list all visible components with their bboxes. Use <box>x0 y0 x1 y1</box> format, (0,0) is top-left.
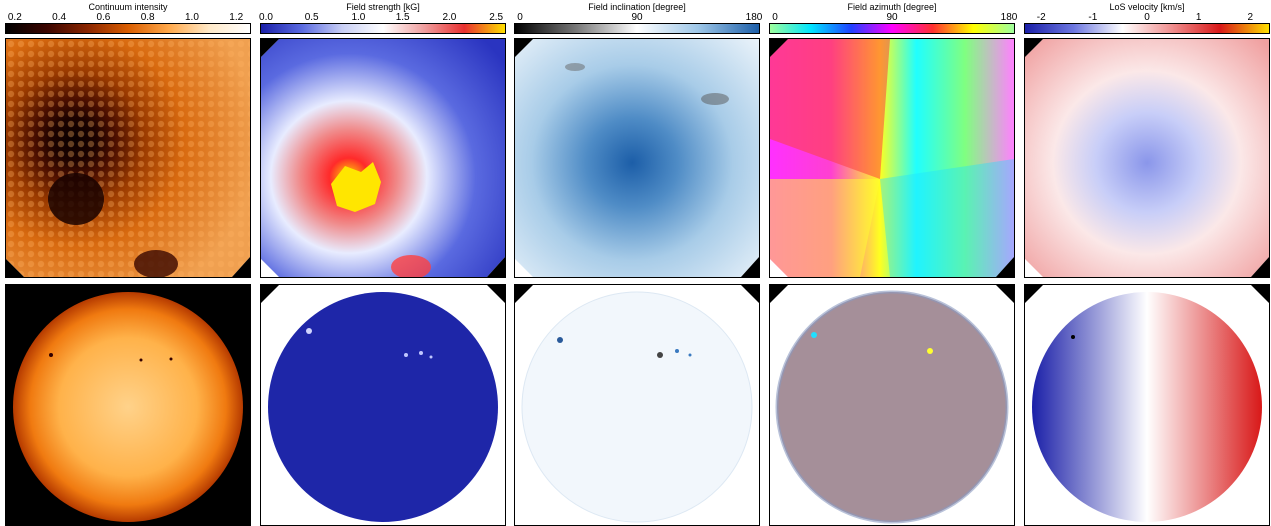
colorbar-tick-label: 0.8 <box>140 12 155 23</box>
field-strength-colorbar <box>260 23 506 34</box>
colorbar-tick-label: 90 <box>886 12 898 23</box>
colorbar-tick-label: 0.5 <box>304 12 319 23</box>
colorbar-tick-label: 0 <box>772 12 778 23</box>
colorbar-tick-label: 2 <box>1247 12 1254 23</box>
colorbar-tick-label: -1 <box>1088 12 1098 23</box>
colorbar-tick-label: 0.4 <box>52 12 67 23</box>
colorbar-title: Continuum intensity <box>88 2 168 12</box>
full-disk-field-strength-map <box>260 284 506 526</box>
colorbar-tick-label: 1 <box>1195 12 1202 23</box>
colorbar-tick-label: 1.0 <box>351 12 366 23</box>
field-azimuth-column: Field azimuth [degree] 0 90 180 <box>769 0 1018 526</box>
colorbar-title: Field strength [kG] <box>346 2 420 12</box>
colorbar-tick-label: 1.2 <box>229 12 244 23</box>
sunspot-field-strength-map <box>260 38 506 278</box>
los-velocity-colorbar <box>1024 23 1270 34</box>
sunspot-continuum-map <box>5 38 251 278</box>
colorbar-tick-label: 90 <box>631 12 643 23</box>
colorbar-tick-label: 2.5 <box>489 12 504 23</box>
colorbar-title: Field azimuth [degree] <box>847 2 937 12</box>
field-strength-column: Field strength [kG] 0.0 0.5 1.0 1.5 2.0 2.5 <box>259 0 506 526</box>
colorbar-tick-label: 2.0 <box>442 12 457 23</box>
full-disk-velocity-map <box>1024 284 1270 526</box>
colorbar-tick-label: 1.5 <box>395 12 410 23</box>
los-velocity-column: LoS velocity [km/s] -2 -1 0 1 2 <box>1024 0 1270 526</box>
colorbar-tick-label: -2 <box>1036 12 1046 23</box>
full-disk-azimuth-map <box>769 284 1015 526</box>
sunspot-velocity-map <box>1024 38 1270 278</box>
full-disk-inclination-map <box>514 284 760 526</box>
field-inclination-column: Field inclination [degree] 0 90 180 <box>514 0 763 526</box>
colorbar-tick-label: 180 <box>1000 12 1018 23</box>
continuum-colorbar <box>5 23 251 34</box>
sunspot-inclination-map <box>514 38 760 278</box>
colorbar-tick-label: 0.0 <box>259 12 273 23</box>
colorbar-tick-label: 180 <box>745 12 763 23</box>
sunspot-azimuth-map <box>769 38 1015 278</box>
colorbar-tick-label: 0 <box>517 12 523 23</box>
field-inclination-colorbar <box>514 23 760 34</box>
continuum-intensity-column: Continuum intensity 0.2 0.4 0.6 0.8 1.0 1.2 <box>5 0 251 526</box>
colorbar-tick-label: 1.0 <box>185 12 199 23</box>
colorbar-tick-label: 0.6 <box>96 12 111 23</box>
colorbar-title: Field inclination [degree] <box>588 2 686 12</box>
field-azimuth-colorbar <box>769 23 1015 34</box>
colorbar-title: LoS velocity [km/s] <box>1109 2 1185 12</box>
colorbar-tick-label: 0 <box>1144 12 1150 23</box>
colorbar-tick-label: 0.2 <box>7 12 22 23</box>
full-disk-continuum-map <box>5 284 251 526</box>
